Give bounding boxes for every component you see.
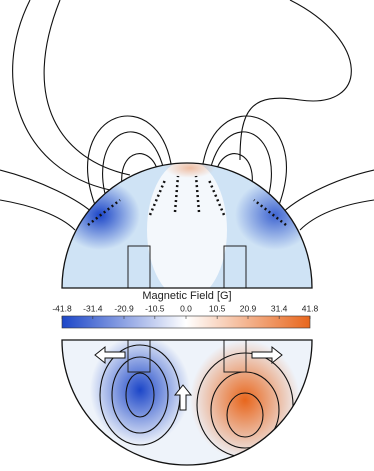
- tick-label: 10.5: [209, 303, 226, 313]
- tick-label: -31.4: [83, 303, 103, 313]
- top-map: [62, 163, 312, 288]
- bottom-map: [62, 340, 312, 465]
- colorbar-title: Magnetic Field [G]: [142, 290, 231, 302]
- tick-label: 0.0: [180, 303, 192, 313]
- tick-label: -20.9: [114, 303, 134, 313]
- tick-label: 41.8: [302, 303, 319, 313]
- tick-label: -10.5: [145, 303, 165, 313]
- tick-label: -41.8: [52, 303, 72, 313]
- tick-label: 31.4: [271, 303, 288, 313]
- tick-label: 20.9: [240, 303, 257, 313]
